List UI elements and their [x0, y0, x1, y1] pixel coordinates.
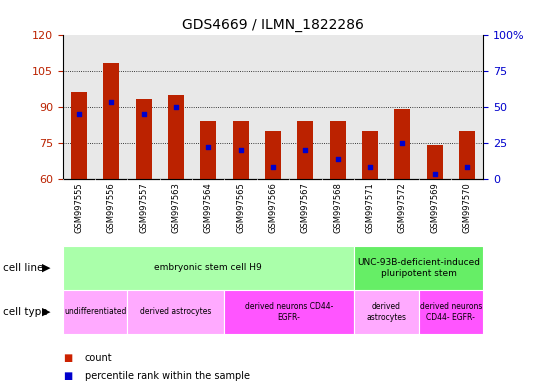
Bar — [354, 246, 483, 290]
Point — [171, 104, 180, 110]
Bar — [297, 121, 313, 179]
Text: derived neurons CD44-
EGFR-: derived neurons CD44- EGFR- — [245, 302, 334, 322]
Text: embryonic stem cell H9: embryonic stem cell H9 — [155, 263, 262, 272]
Text: ▶: ▶ — [42, 307, 51, 317]
Bar — [127, 290, 224, 334]
Text: ■: ■ — [63, 371, 72, 381]
Title: GDS4669 / ILMN_1822286: GDS4669 / ILMN_1822286 — [182, 18, 364, 32]
Point — [107, 99, 116, 105]
Bar — [71, 92, 87, 179]
Point — [333, 156, 342, 162]
Text: undifferentiated: undifferentiated — [64, 308, 126, 316]
Point — [236, 147, 245, 153]
Bar — [459, 131, 475, 179]
Text: GSM997570: GSM997570 — [462, 182, 472, 233]
Bar — [330, 121, 346, 179]
Text: GSM997564: GSM997564 — [204, 182, 213, 233]
Bar — [394, 109, 411, 179]
Text: GSM997565: GSM997565 — [236, 182, 245, 233]
Point — [301, 147, 310, 153]
Bar — [103, 63, 120, 179]
Bar — [354, 290, 419, 334]
Text: derived astrocytes: derived astrocytes — [140, 308, 212, 316]
Text: GSM997563: GSM997563 — [171, 182, 181, 233]
Point — [430, 171, 439, 177]
Text: count: count — [85, 353, 112, 363]
Bar — [63, 246, 354, 290]
Bar — [200, 121, 216, 179]
Bar — [233, 121, 249, 179]
Text: GSM997567: GSM997567 — [301, 182, 310, 233]
Point — [139, 111, 148, 117]
Text: ■: ■ — [63, 353, 72, 363]
Text: GSM997569: GSM997569 — [430, 182, 439, 233]
Text: GSM997557: GSM997557 — [139, 182, 148, 233]
Text: derived
astrocytes: derived astrocytes — [366, 302, 406, 322]
Text: derived neurons
CD44- EGFR-: derived neurons CD44- EGFR- — [420, 302, 482, 322]
Point — [269, 164, 277, 170]
Bar — [168, 94, 184, 179]
Text: percentile rank within the sample: percentile rank within the sample — [85, 371, 250, 381]
Text: GSM997572: GSM997572 — [398, 182, 407, 233]
Bar — [362, 131, 378, 179]
Text: GSM997556: GSM997556 — [107, 182, 116, 233]
Bar — [265, 131, 281, 179]
Text: cell line: cell line — [3, 263, 43, 273]
Text: UNC-93B-deficient-induced
pluripotent stem: UNC-93B-deficient-induced pluripotent st… — [357, 258, 480, 278]
Point — [366, 164, 375, 170]
Point — [398, 139, 407, 146]
Text: ▶: ▶ — [42, 263, 51, 273]
Bar — [224, 290, 354, 334]
Text: GSM997555: GSM997555 — [74, 182, 84, 233]
Text: cell type: cell type — [3, 307, 48, 317]
Point — [204, 144, 213, 151]
Text: GSM997568: GSM997568 — [333, 182, 342, 233]
Point — [75, 111, 84, 117]
Text: GSM997571: GSM997571 — [365, 182, 375, 233]
Text: GSM997566: GSM997566 — [269, 182, 277, 233]
Point — [462, 164, 471, 170]
Bar — [419, 290, 483, 334]
Bar — [426, 145, 443, 179]
Bar — [63, 290, 127, 334]
Bar — [135, 99, 152, 179]
